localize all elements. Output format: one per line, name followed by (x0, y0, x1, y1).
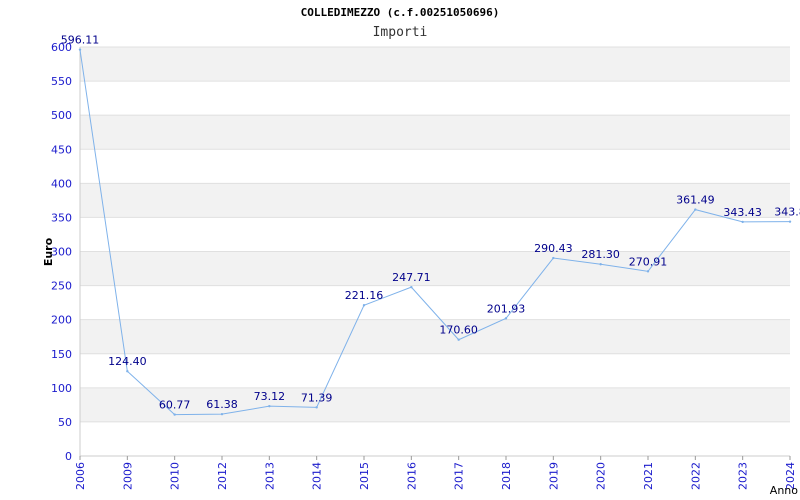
x-tick-label: 2023 (737, 462, 750, 490)
data-point (78, 48, 82, 51)
x-tick-label: 2020 (595, 462, 608, 490)
data-point (410, 285, 413, 289)
y-tick-label: 400 (51, 177, 72, 190)
grid-band (80, 387, 790, 422)
data-point (315, 406, 318, 409)
y-tick-label: 100 (51, 382, 72, 395)
x-tick-label: 2017 (453, 462, 466, 490)
data-point (268, 404, 271, 408)
series-line (79, 49, 791, 416)
data-point (362, 304, 366, 307)
data-label: 61.38 (206, 398, 238, 411)
y-tick-label: 0 (65, 450, 72, 463)
x-tick-label: 2018 (500, 462, 513, 490)
data-point (694, 208, 697, 211)
x-tick-label: 2006 (74, 462, 87, 490)
data-point (599, 263, 602, 266)
grid-band (80, 319, 790, 354)
y-tick-label: 300 (51, 246, 72, 259)
data-label: 290.43 (534, 242, 573, 255)
y-axis-title: Euro (42, 237, 55, 266)
y-tick-label: 450 (51, 143, 72, 156)
y-tick-label: 350 (51, 211, 72, 224)
x-tick-label: 2012 (216, 462, 229, 490)
grid-band (80, 47, 790, 82)
x-tick-label: 2013 (263, 462, 276, 490)
data-label: 124.40 (108, 355, 147, 368)
data-label: 221.16 (345, 289, 384, 302)
x-axis-title: Anno (770, 484, 798, 497)
x-tick-label: 2016 (405, 462, 418, 490)
x-tick-label: 2024 (784, 462, 797, 490)
data-point (552, 256, 555, 260)
data-label: 343.8 (774, 206, 800, 219)
data-label: 343.43 (723, 206, 762, 219)
y-tick-label: 600 (51, 41, 72, 54)
x-tick-label: 2014 (311, 462, 324, 490)
grid-band (80, 251, 790, 286)
x-tick-label: 2022 (689, 462, 702, 490)
data-label: 60.77 (159, 399, 191, 412)
data-point (173, 413, 176, 416)
data-point (457, 338, 460, 341)
data-label: 247.71 (392, 271, 431, 284)
grid-band (80, 183, 790, 218)
data-label: 201.93 (487, 302, 526, 315)
data-label: 71.39 (301, 391, 333, 404)
x-tick-label: 2015 (358, 462, 371, 490)
data-point (741, 220, 744, 224)
x-tick-label: 2009 (121, 462, 134, 490)
x-tick-label: 2019 (547, 462, 560, 490)
grid-band (80, 115, 790, 150)
data-point (646, 270, 650, 273)
y-tick-label: 200 (51, 314, 72, 327)
data-label: 270.91 (629, 255, 668, 268)
x-tick-label: 2021 (642, 462, 655, 490)
chart-subtitle: Importi (372, 25, 428, 40)
data-point (788, 220, 792, 223)
y-tick-label: 250 (51, 280, 72, 293)
data-label: 281.30 (581, 248, 620, 261)
y-tick-label: 550 (51, 75, 72, 88)
y-tick-label: 500 (51, 109, 72, 122)
data-point (126, 370, 129, 373)
data-point (504, 317, 508, 320)
y-tick-label: 50 (58, 416, 72, 429)
data-label: 73.12 (254, 390, 286, 403)
data-label: 361.49 (676, 194, 715, 207)
chart-title: COLLEDIMEZZO (c.f.00251050696) (300, 6, 500, 19)
data-label: 596.11 (61, 34, 100, 47)
data-point (220, 412, 224, 416)
y-tick-label: 150 (51, 348, 72, 361)
x-tick-label: 2010 (169, 462, 182, 490)
data-label: 170.60 (439, 324, 478, 337)
